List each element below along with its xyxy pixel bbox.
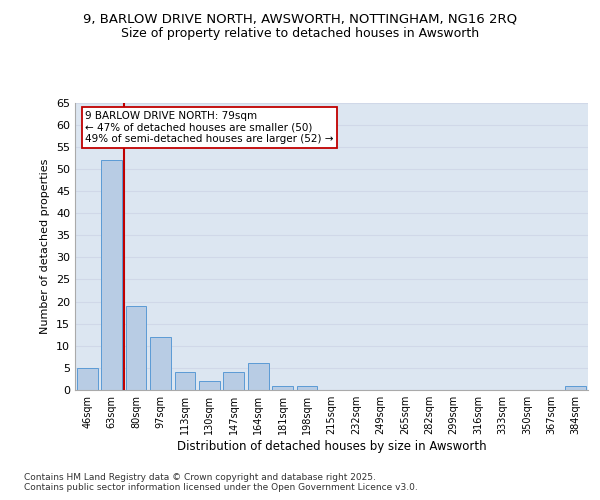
Bar (296, 386, 317, 390)
Bar (565, 386, 586, 390)
Y-axis label: Number of detached properties: Number of detached properties (40, 158, 50, 334)
Bar (272, 386, 293, 390)
Text: 9 BARLOW DRIVE NORTH: 79sqm
← 47% of detached houses are smaller (50)
49% of sem: 9 BARLOW DRIVE NORTH: 79sqm ← 47% of det… (85, 111, 334, 144)
Text: 9, BARLOW DRIVE NORTH, AWSWORTH, NOTTINGHAM, NG16 2RQ: 9, BARLOW DRIVE NORTH, AWSWORTH, NOTTING… (83, 12, 517, 26)
Bar (101, 160, 122, 390)
Bar (199, 381, 220, 390)
Text: Size of property relative to detached houses in Awsworth: Size of property relative to detached ho… (121, 28, 479, 40)
Bar (150, 337, 171, 390)
Bar (77, 368, 98, 390)
X-axis label: Distribution of detached houses by size in Awsworth: Distribution of detached houses by size … (176, 440, 487, 453)
Bar (125, 306, 146, 390)
Bar (248, 364, 269, 390)
Bar (175, 372, 196, 390)
Text: Contains HM Land Registry data © Crown copyright and database right 2025.
Contai: Contains HM Land Registry data © Crown c… (24, 472, 418, 492)
Bar (223, 372, 244, 390)
